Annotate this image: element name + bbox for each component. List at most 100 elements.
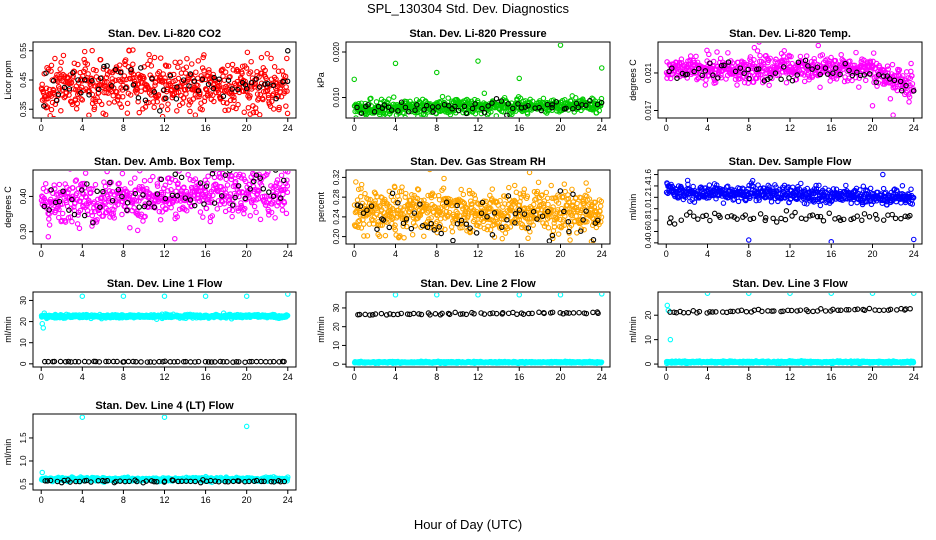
data-point: [530, 201, 537, 208]
data-point: [365, 102, 371, 108]
data-point: [734, 82, 740, 88]
panel-title: Stan. Dev. Gas Stream RH: [410, 156, 546, 168]
data-point: [253, 76, 259, 82]
data-point: [195, 88, 202, 94]
data-point: [81, 48, 88, 55]
data-point: [455, 107, 462, 114]
data-point: [757, 211, 764, 217]
data-point: [85, 200, 92, 206]
data-point: [414, 186, 421, 192]
data-point: [58, 107, 64, 114]
y-tick-label: 30: [19, 295, 28, 304]
data-point: [702, 68, 709, 74]
data-point: [460, 191, 467, 198]
data-point: [747, 195, 753, 202]
data-point: [436, 224, 443, 230]
data-point: [678, 217, 685, 223]
data-point: [737, 65, 744, 71]
data-point: [159, 113, 166, 117]
data-point: [806, 74, 813, 80]
data-point: [487, 227, 494, 233]
x-tick-label: 0: [352, 123, 357, 133]
y-tick-label: 0.4: [644, 237, 653, 249]
data-point: [880, 217, 887, 223]
data-point: [898, 87, 905, 94]
outlier-point: [475, 58, 481, 64]
data-point: [220, 93, 227, 100]
data-point: [268, 81, 274, 88]
data-point: [81, 56, 87, 63]
x-tick-label: 16: [514, 249, 524, 259]
outlier-point: [433, 69, 440, 76]
data-point: [209, 213, 216, 219]
x-tick-label: 8: [434, 249, 439, 259]
data-point: [270, 91, 277, 97]
data-point: [243, 65, 250, 71]
data-point: [846, 67, 852, 74]
data-point: [551, 224, 558, 230]
data-point: [908, 186, 914, 193]
data-point: [569, 186, 575, 193]
data-point: [43, 85, 50, 91]
data-point: [89, 91, 96, 98]
data-point: [73, 106, 80, 112]
data-point: [360, 210, 367, 216]
data-point: [281, 200, 288, 206]
data-point: [524, 193, 531, 200]
data-point: [886, 76, 893, 82]
y-tick-label: 0.24: [332, 209, 341, 225]
data-point: [489, 196, 495, 202]
data-point: [429, 104, 436, 110]
data-point: [856, 84, 862, 90]
data-point: [244, 49, 251, 56]
data-point: [231, 94, 237, 101]
data-point: [472, 195, 478, 202]
data-point: [65, 358, 72, 365]
data-point: [256, 188, 262, 194]
data-point: [102, 112, 109, 117]
data-point: [224, 359, 230, 365]
data-point: [545, 201, 551, 208]
data-point: [152, 205, 158, 211]
data-point: [214, 206, 220, 212]
y-tick-label: 0.35: [19, 101, 28, 117]
data-point: [260, 186, 267, 192]
data-point: [396, 234, 402, 240]
data-point: [376, 233, 383, 240]
data-point: [263, 75, 269, 82]
data-point: [367, 196, 373, 203]
data-point: [435, 104, 441, 110]
x-tick-label: 12: [473, 372, 483, 382]
data-point: [380, 217, 387, 223]
data-point: [192, 359, 198, 365]
data-point: [786, 75, 792, 81]
data-point: [764, 66, 771, 73]
data-point: [264, 81, 271, 87]
data-point: [211, 74, 217, 81]
data-point: [362, 190, 368, 197]
data-point: [801, 72, 807, 78]
outlier-point: [756, 43, 762, 45]
data-point: [703, 77, 709, 83]
data-point: [388, 107, 395, 113]
data-point: [283, 103, 289, 109]
data-point: [119, 193, 125, 200]
x-tick-label: 8: [434, 372, 439, 382]
y-tick-label: 0.6: [644, 225, 653, 237]
data-point: [163, 95, 169, 102]
data-point: [138, 359, 144, 365]
data-point: [56, 86, 63, 92]
data-point: [550, 235, 556, 242]
data-point: [46, 222, 53, 228]
data-point: [747, 216, 754, 223]
data-point: [41, 203, 48, 210]
data-point: [497, 197, 503, 204]
data-point: [255, 196, 261, 202]
data-point: [82, 66, 88, 72]
data-point: [374, 226, 380, 232]
data-point: [269, 98, 275, 105]
data-point: [814, 64, 821, 70]
data-point: [509, 207, 516, 214]
outlier-point: [264, 50, 270, 57]
outlier-point: [285, 48, 291, 54]
